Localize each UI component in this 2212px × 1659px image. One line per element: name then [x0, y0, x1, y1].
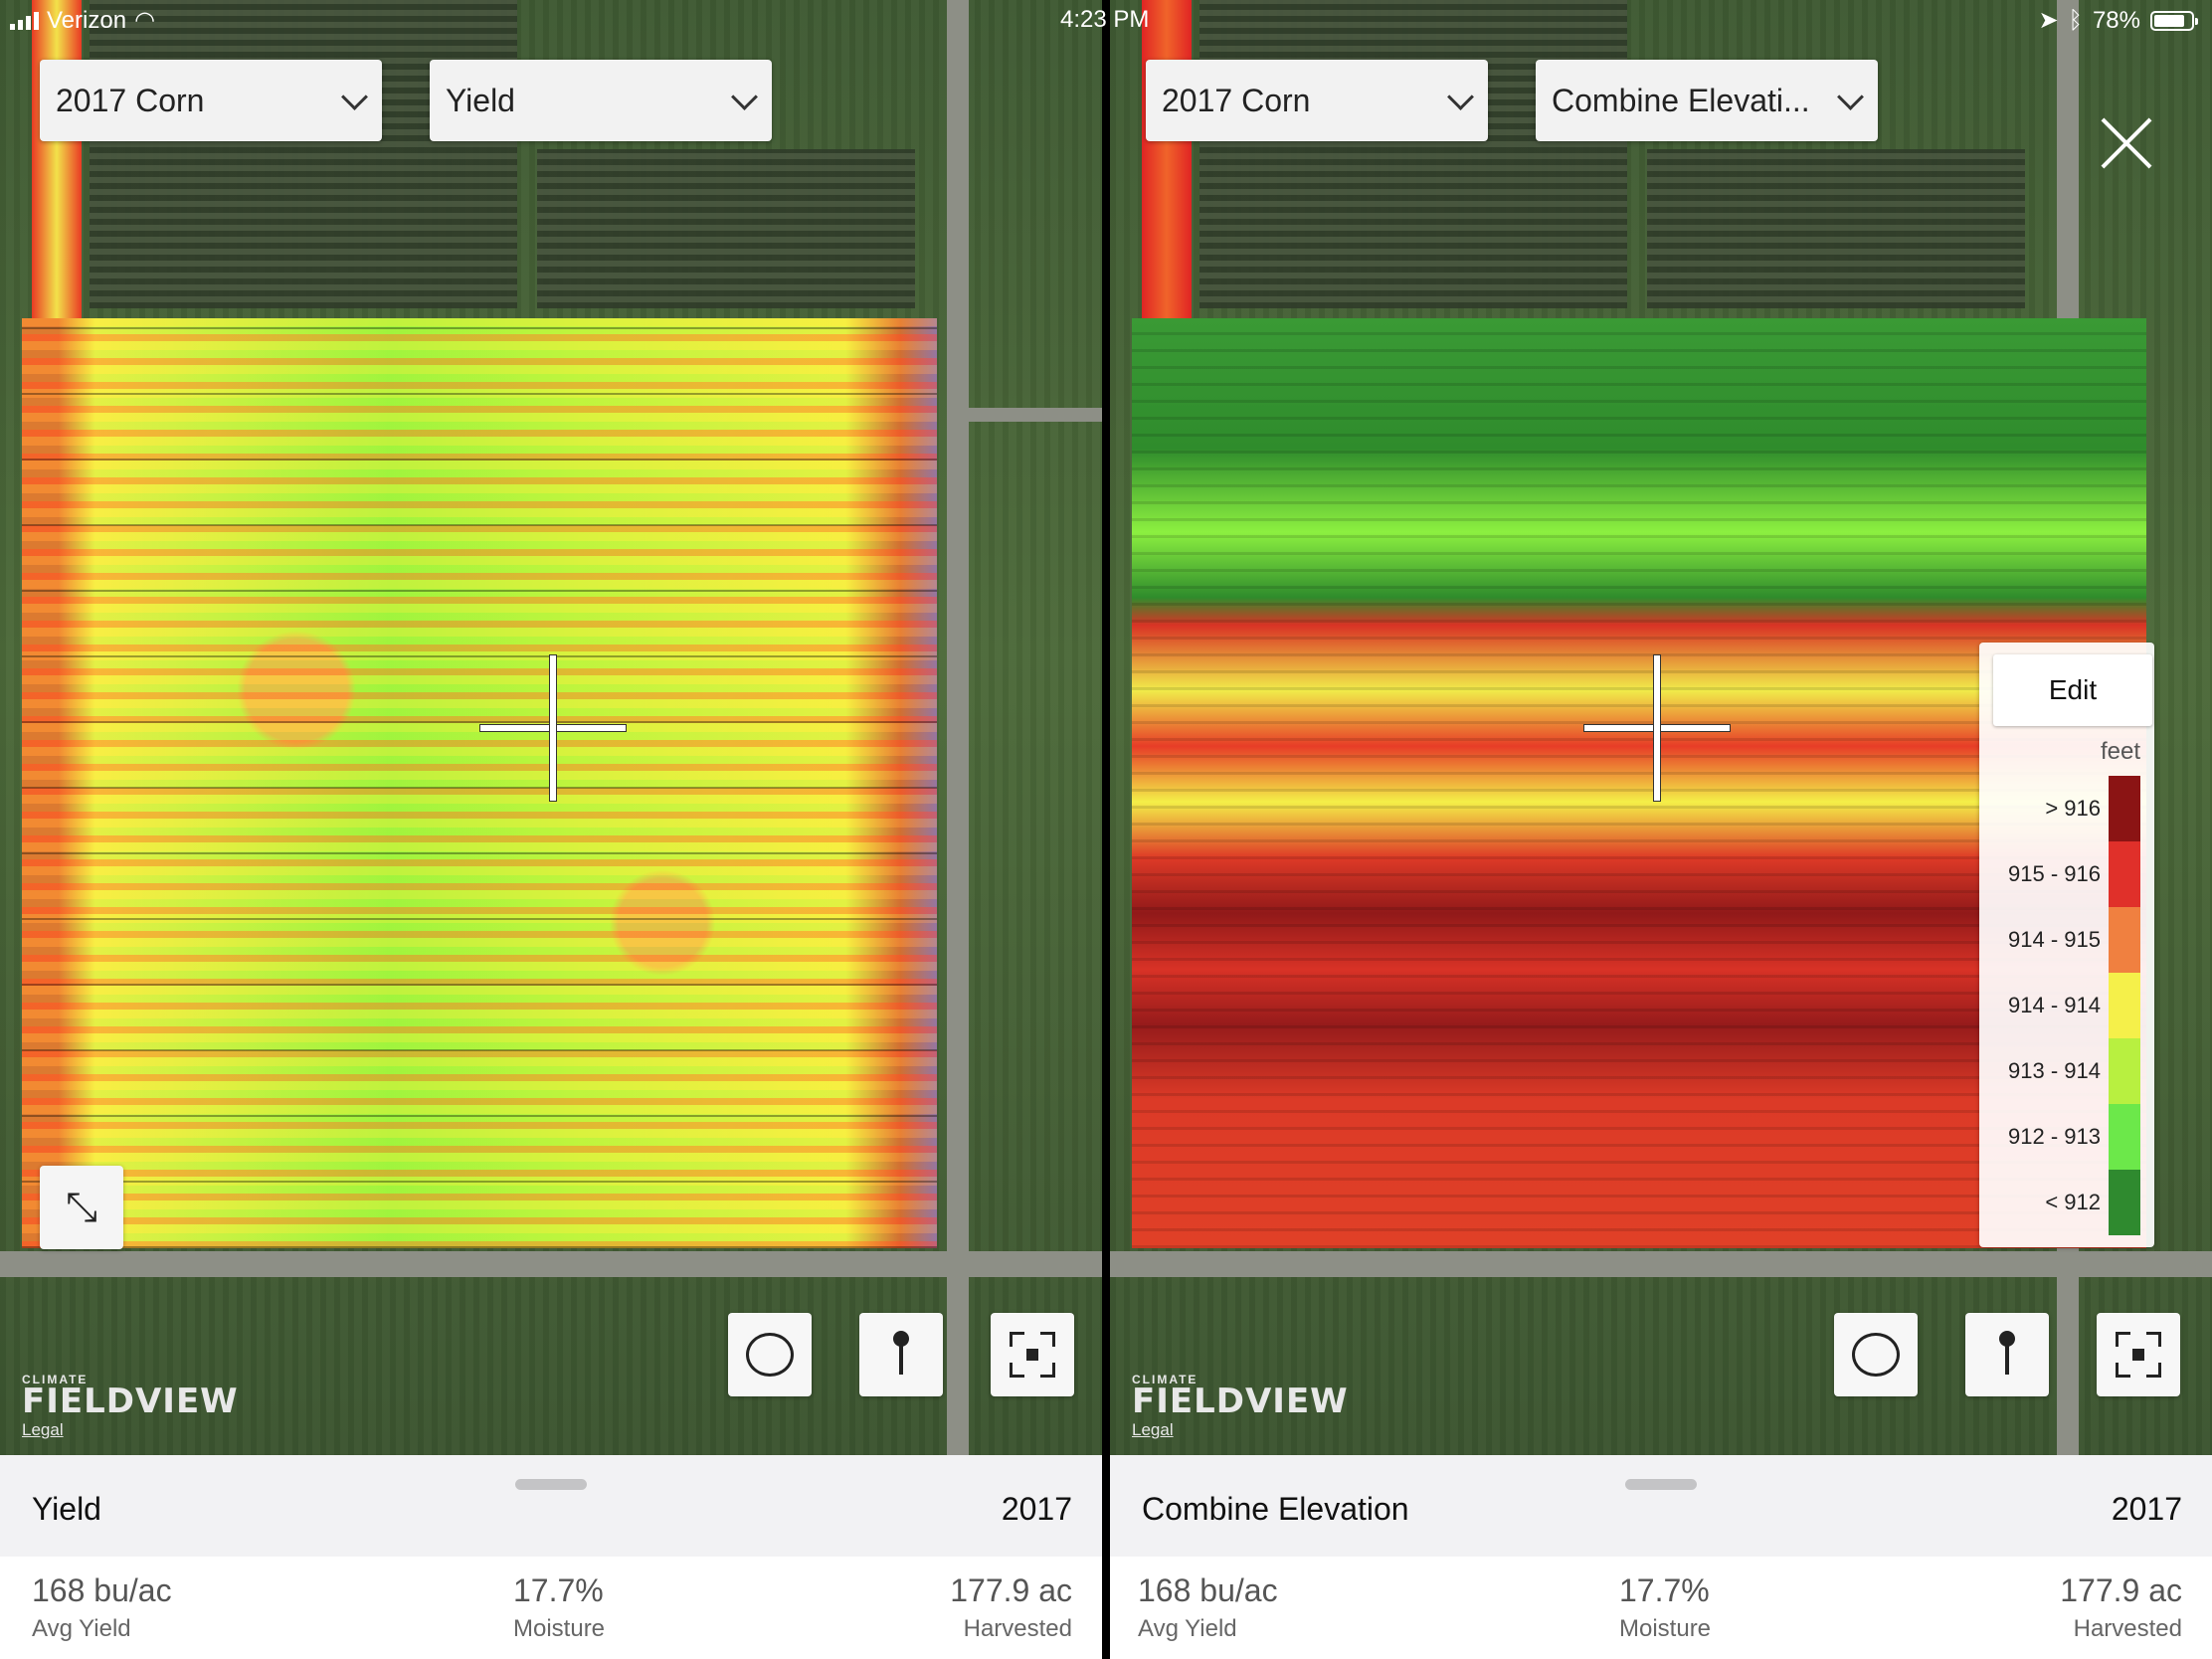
stat-avg-yield: 168 bu/ac Avg Yield [1138, 1572, 1278, 1642]
wifi-icon: ◠ [134, 7, 156, 34]
legend-item: < 912 [1979, 1170, 2154, 1235]
season-dropdown-label: 2017 Corn [1162, 82, 1311, 118]
chevron-down-icon [731, 83, 758, 110]
elevation-heatmap-field[interactable] [1132, 318, 2146, 1248]
field-headland-strip [32, 0, 82, 328]
yield-panel: 2017 Corn Yield ⤡ CLIMATE FIELDVIEW Lega… [0, 0, 1102, 1659]
road [947, 0, 969, 1455]
sheet-title: Yield [32, 1491, 101, 1527]
stat-harvested: 177.9 ac Harvested [950, 1572, 1072, 1642]
road [0, 1251, 1102, 1277]
locate-icon [1010, 1332, 1055, 1378]
legend-item: 912 - 913 [1979, 1104, 2154, 1170]
legend-item: 915 - 916 [1979, 841, 2154, 907]
legend-swatch [2109, 776, 2140, 841]
yield-heatmap-field[interactable] [22, 318, 937, 1248]
sheet-header[interactable]: Yield 2017 [0, 1455, 1102, 1557]
elevation-map[interactable]: 2017 Corn Combine Elevati... Edit feet >… [1110, 0, 2212, 1455]
crosshair-icon [1653, 654, 1661, 802]
battery-percent: 78% [2092, 6, 2140, 34]
legend-unit: feet [2100, 738, 2140, 765]
fieldview-logo: CLIMATE FIELDVIEW Legal [22, 1373, 239, 1439]
chevron-down-icon [1447, 83, 1474, 110]
legend-item: 913 - 914 [1979, 1038, 2154, 1104]
yield-map[interactable]: 2017 Corn Yield ⤡ CLIMATE FIELDVIEW Lega… [0, 0, 1102, 1455]
layer-dropdown[interactable]: Yield [430, 60, 772, 141]
drag-handle[interactable] [515, 1479, 587, 1490]
stat-avg-yield: 168 bu/ac Avg Yield [32, 1572, 172, 1642]
legend-item: 914 - 915 [1979, 907, 2154, 973]
chevron-down-icon [1837, 83, 1864, 110]
legend-edit-button[interactable]: Edit [1993, 654, 2152, 726]
fieldview-logo: CLIMATE FIELDVIEW Legal [1132, 1373, 1349, 1439]
stat-moisture: 17.7% Moisture [513, 1572, 606, 1642]
location-arrow-icon: ➤ [2038, 7, 2059, 34]
layer-dropdown-label: Combine Elevati... [1552, 82, 1810, 118]
legend-swatch [2109, 1104, 2140, 1170]
lasso-button[interactable] [728, 1313, 812, 1396]
road [955, 408, 1102, 422]
legend-item: 914 - 914 [1979, 973, 2154, 1038]
lasso-icon [746, 1333, 794, 1377]
pin-button[interactable] [1965, 1313, 2049, 1396]
elevation-legend: Edit feet > 916 915 - 916 914 - 915 914 … [1979, 643, 2154, 1247]
layer-dropdown[interactable]: Combine Elevati... [1536, 60, 1878, 141]
road [1110, 1251, 2212, 1277]
locate-icon [2116, 1332, 2161, 1378]
elevation-panel: 2017 Corn Combine Elevati... Edit feet >… [1110, 0, 2212, 1659]
season-dropdown[interactable]: 2017 Corn [1146, 60, 1488, 141]
neighbor-plot [1199, 0, 1627, 308]
neighbor-plot [537, 149, 915, 308]
stat-harvested: 177.9 ac Harvested [2060, 1572, 2182, 1642]
stat-moisture: 17.7% Moisture [1619, 1572, 1712, 1642]
legend-swatch [2109, 1038, 2140, 1104]
legend-swatch [2109, 907, 2140, 973]
sheet-year: 2017 [2111, 1491, 2182, 1527]
crosshair-icon [549, 654, 557, 802]
pin-icon [891, 1331, 911, 1379]
signal-icon [10, 11, 39, 30]
bluetooth-icon: ᛒ [2068, 6, 2083, 34]
chevron-down-icon [341, 83, 368, 110]
close-icon[interactable] [2099, 115, 2154, 171]
season-dropdown-label: 2017 Corn [56, 82, 205, 118]
expand-arrows-icon: ⤡ [66, 1185, 97, 1229]
drag-handle[interactable] [1625, 1479, 1697, 1490]
split-divider[interactable] [1102, 0, 1110, 1659]
lasso-icon [1852, 1333, 1900, 1377]
legend-swatch [2109, 841, 2140, 907]
legal-link[interactable]: Legal [22, 1420, 64, 1439]
locate-button[interactable] [991, 1313, 1074, 1396]
legal-link[interactable]: Legal [1132, 1420, 1174, 1439]
layer-dropdown-label: Yield [446, 82, 515, 118]
lasso-button[interactable] [1834, 1313, 1918, 1396]
sheet-year: 2017 [1001, 1491, 1072, 1527]
legend-swatch [2109, 973, 2140, 1038]
locate-button[interactable] [2097, 1313, 2180, 1396]
season-dropdown[interactable]: 2017 Corn [40, 60, 382, 141]
summary-sheet[interactable]: Combine Elevation 2017 168 bu/ac Avg Yie… [1110, 1455, 2212, 1659]
sheet-header[interactable]: Combine Elevation 2017 [1110, 1455, 2212, 1557]
carrier-label: Verizon [47, 6, 127, 34]
pin-icon [1997, 1331, 2017, 1379]
pin-button[interactable] [859, 1313, 943, 1396]
status-time: 4:23 PM [1060, 6, 1150, 33]
summary-sheet[interactable]: Yield 2017 168 bu/ac Avg Yield 17.7% Moi… [0, 1455, 1102, 1659]
sheet-title: Combine Elevation [1142, 1491, 1409, 1527]
battery-icon [2150, 10, 2198, 31]
neighbor-plot [90, 0, 517, 308]
legend-swatch [2109, 1170, 2140, 1235]
legend-item: > 916 [1979, 776, 2154, 841]
neighbor-plot [1647, 149, 2025, 308]
expand-button[interactable]: ⤡ [40, 1166, 123, 1249]
status-bar: Verizon ◠ 4:23 PM ➤ ᛒ 78% [0, 0, 2212, 40]
